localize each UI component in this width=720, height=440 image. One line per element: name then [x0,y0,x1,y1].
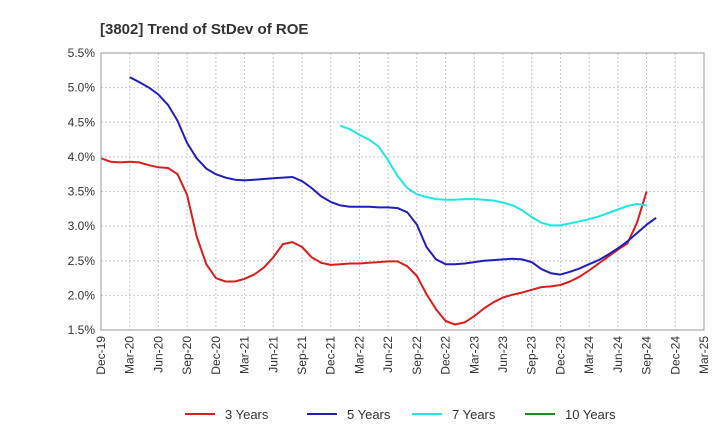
y-axis-ticks: 1.5% 2.0% 2.5% 3.0% 3.5% 4.0% 4.5% 5.0% 5.5% [68,46,96,337]
x-tick-label: Mar-24 [582,336,596,374]
x-axis-ticks: Dec-19 Mar-20 Jun-20 Sep-20 Dec-20 Mar-21 Jun-… [94,336,711,375]
x-tick-label: Jun-24 [611,336,625,373]
x-tick-label: Jun-23 [496,336,510,373]
y-tick-label: 3.0% [68,219,96,233]
x-tick-label: Dec-23 [553,336,567,375]
plot-frame [100,52,705,331]
legend: 3 Years 5 Years 7 Years 10 Years [185,407,616,422]
x-tick-label: Mar-22 [352,336,366,374]
series-line-1 [129,76,657,276]
x-tick-label: Jun-22 [381,336,395,373]
y-tick-label: 2.5% [68,254,96,268]
x-tick-label: Dec-22 [439,336,453,375]
legend-label: 5 Years [347,407,391,422]
y-tick-label: 5.5% [68,46,96,60]
y-tick-label: 5.0% [68,81,96,95]
x-tick-label: Jun-20 [151,336,165,373]
plot-lines [100,76,657,326]
x-tick-label: Sep-20 [180,336,194,375]
x-tick-label: Dec-24 [668,336,682,375]
x-tick-label: Sep-21 [295,336,309,375]
y-tick-label: 1.5% [68,323,96,337]
legend-label: 7 Years [452,407,496,422]
grid [100,52,705,331]
x-tick-label: Dec-20 [209,336,223,375]
series-line-0 [100,157,648,326]
y-tick-label: 3.5% [68,185,96,199]
legend-label: 3 Years [225,407,269,422]
x-tick-label: Mar-23 [467,336,481,374]
x-tick-label: Mar-21 [238,336,252,374]
x-tick-label: Jun-21 [266,336,280,373]
x-tick-label: Mar-25 [697,336,711,374]
x-tick-label: Dec-19 [94,336,108,375]
x-tick-label: Sep-22 [410,336,424,375]
legend-label: 10 Years [565,407,616,422]
x-tick-label: Dec-21 [324,336,338,375]
x-tick-label: Sep-23 [525,336,539,375]
y-tick-label: 2.0% [68,288,96,302]
x-tick-label: Sep-24 [640,336,654,375]
y-tick-label: 4.0% [68,150,96,164]
y-tick-label: 4.5% [68,115,96,129]
chart-title: [3802] Trend of StDev of ROE [100,21,308,38]
series-line-2 [339,124,647,227]
x-tick-label: Mar-20 [123,336,137,374]
